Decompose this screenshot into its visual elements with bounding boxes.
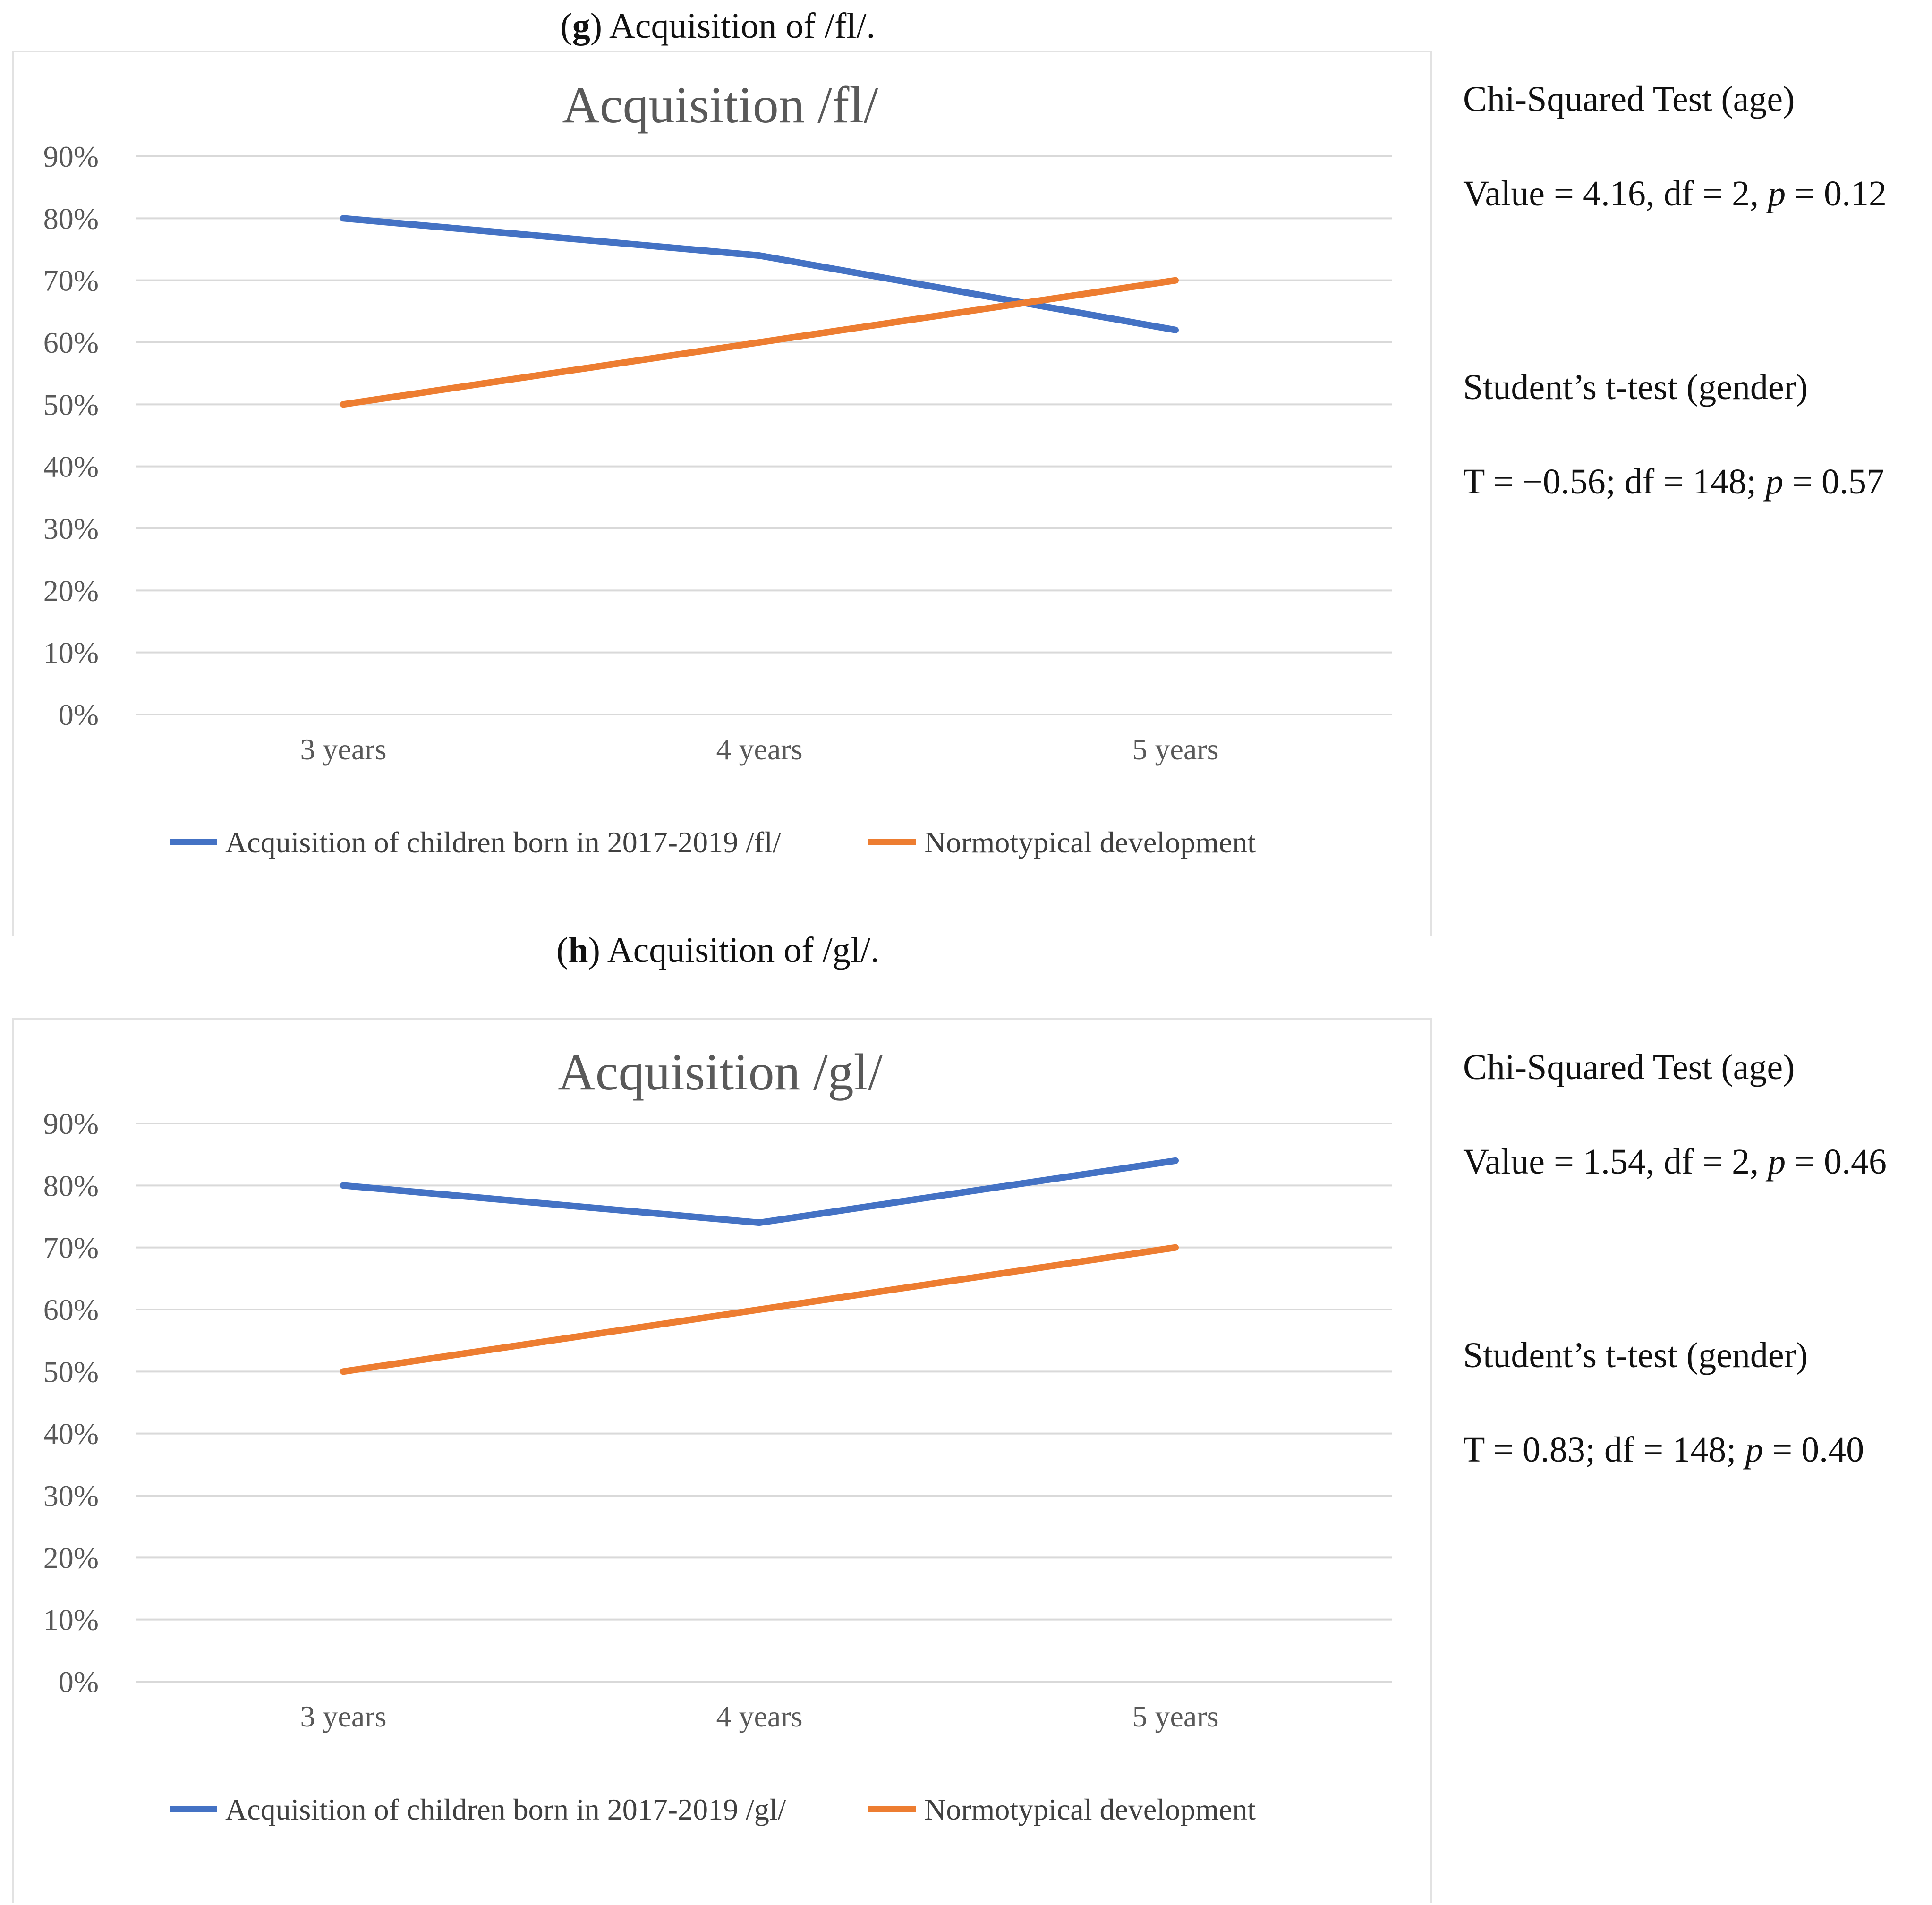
chi-value-prefix: Value = 1.54, df = 2, xyxy=(1463,1142,1768,1182)
chart-panel-gl: Acquisition /gl/0% 10% 20% 30% 40% 50% 60% 70% 8… xyxy=(12,1018,1432,1903)
chart-title: Acquisition /gl/ xyxy=(558,1043,883,1101)
t-test-result: T = 0.83; df = 148; p = 0.40 xyxy=(1463,1426,1864,1473)
t-test-title: Student’s t-test (gender) xyxy=(1463,1335,1808,1375)
y-tick-label: 80% xyxy=(43,202,99,235)
chi-p-symbol: p xyxy=(1768,174,1786,213)
caption-letter: g xyxy=(572,6,590,46)
figure-caption-h: (h) Acquisition of /gl/. xyxy=(556,930,880,970)
chi-squared-result: Value = 1.54, df = 2, p = 0.46 xyxy=(1463,1138,1887,1185)
y-tick-label: 30% xyxy=(43,1479,99,1513)
y-tick-label: 30% xyxy=(43,512,99,545)
chart-gl: Acquisition /gl/0% 10% 20% 30% 40% 50% 60% 70% 8… xyxy=(43,1043,1392,1826)
t-value-prefix: T = −0.56; df = 148; xyxy=(1463,462,1766,502)
y-tick-label: 20% xyxy=(43,574,99,607)
y-tick-label: 90% xyxy=(43,140,99,173)
legend-label-1: Acquisition of children born in 2017-201… xyxy=(225,825,781,859)
x-tick-label: 3 years xyxy=(300,732,386,766)
y-tick-label: 60% xyxy=(43,1293,99,1327)
t-p-symbol: p xyxy=(1765,462,1784,502)
y-tick-label: 80% xyxy=(43,1169,99,1202)
series-line-2 xyxy=(340,1244,1179,1375)
caption-text: ) Acquisition of /gl/. xyxy=(588,930,880,970)
x-tick-label: 4 years xyxy=(716,1700,802,1733)
chi-squared-title: Chi-Squared Test (age) xyxy=(1463,79,1795,119)
x-tick-label: 5 years xyxy=(1132,1700,1218,1733)
series-line-2 xyxy=(340,277,1179,408)
chi-p-value: = 0.46 xyxy=(1786,1142,1887,1182)
t-test-title: Student’s t-test (gender) xyxy=(1463,367,1808,407)
t-p-value: = 0.40 xyxy=(1763,1430,1864,1470)
legend-label-2: Normotypical development xyxy=(924,825,1256,859)
chi-squared-result: Value = 4.16, df = 2, p = 0.12 xyxy=(1463,170,1887,217)
y-tick-label: 10% xyxy=(43,636,99,670)
y-tick-label: 10% xyxy=(43,1603,99,1637)
y-tick-label: 70% xyxy=(43,1231,99,1265)
x-tick-label: 5 years xyxy=(1132,732,1218,766)
chart-panel-fl: Acquisition /fl/0% 10% 20% 30% 40% 50% 60% 70% 8… xyxy=(12,51,1432,936)
y-tick-label: 90% xyxy=(43,1107,99,1140)
x-tick-label: 4 years xyxy=(716,732,802,766)
series-line-1 xyxy=(340,215,1179,333)
y-tick-label: 20% xyxy=(43,1541,99,1574)
chi-p-symbol: p xyxy=(1768,1142,1786,1182)
figure-caption-g: (g) Acquisition of /fl/. xyxy=(560,6,876,46)
x-tick-label: 3 years xyxy=(300,1700,386,1733)
t-test-result: T = −0.56; df = 148; p = 0.57 xyxy=(1463,458,1884,505)
chi-p-value: = 0.12 xyxy=(1786,174,1887,213)
caption-text: ) Acquisition of /fl/. xyxy=(590,6,876,46)
chart-fl: Acquisition /fl/0% 10% 20% 30% 40% 50% 60% 70% 8… xyxy=(43,76,1392,859)
y-tick-label: 40% xyxy=(43,450,99,484)
legend-label-1: Acquisition of children born in 2017-201… xyxy=(225,1793,786,1826)
y-tick-label: 40% xyxy=(43,1417,99,1451)
y-tick-label: 0% xyxy=(59,1665,99,1699)
y-tick-label: 50% xyxy=(43,388,99,421)
y-tick-label: 50% xyxy=(43,1355,99,1388)
caption-letter: h xyxy=(568,930,588,970)
t-value-prefix: T = 0.83; df = 148; xyxy=(1463,1430,1745,1470)
t-p-value: = 0.57 xyxy=(1783,462,1885,502)
series-line-1 xyxy=(340,1157,1179,1226)
y-tick-label: 0% xyxy=(59,698,99,731)
chi-squared-title: Chi-Squared Test (age) xyxy=(1463,1047,1795,1087)
y-tick-label: 70% xyxy=(43,264,99,298)
y-tick-label: 60% xyxy=(43,326,99,359)
chi-value-prefix: Value = 4.16, df = 2, xyxy=(1463,174,1768,213)
t-p-symbol: p xyxy=(1745,1430,1763,1470)
legend-label-2: Normotypical development xyxy=(924,1793,1256,1826)
chart-title: Acquisition /fl/ xyxy=(562,76,878,134)
